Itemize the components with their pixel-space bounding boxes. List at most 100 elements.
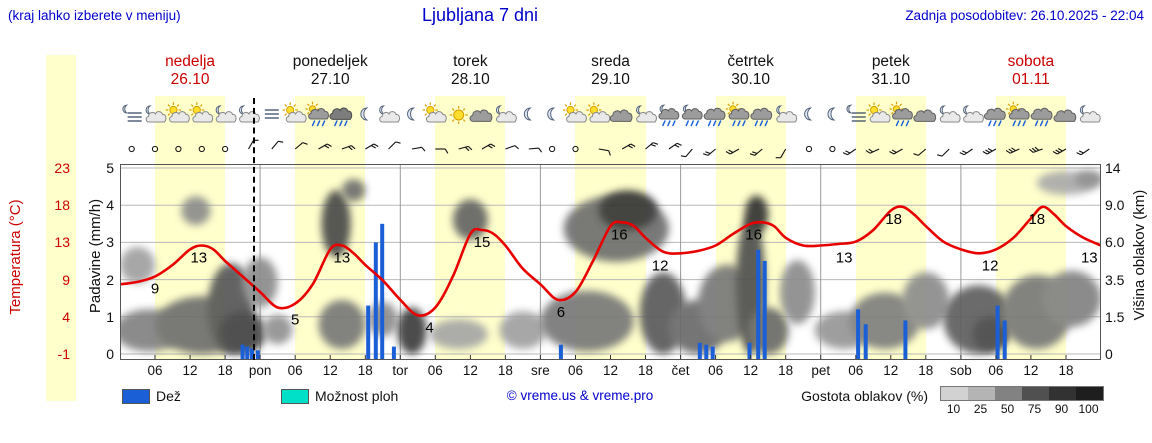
wind-barb (294, 142, 308, 150)
wind-barb (318, 143, 332, 150)
wind-barb (889, 148, 903, 155)
weather-icon-moon (547, 107, 556, 121)
density-gradient-tick: 100 (1078, 402, 1099, 416)
precip-tick: 5 (106, 160, 114, 176)
day-date: 28.10 (450, 71, 490, 88)
wind-barb (913, 148, 927, 156)
temp-axis-ticks: 23 18 13 9 4 -1 (38, 0, 70, 443)
x-axis-label: 12 (322, 363, 338, 378)
x-axis-label: 06 (848, 363, 864, 378)
weather-icon-moon-wind (122, 104, 142, 122)
temperature-label: 13 (1081, 250, 1098, 267)
weather-icon-sun-cloud (866, 102, 891, 123)
wind-barb (572, 145, 579, 153)
x-axis-label: 06 (427, 363, 443, 378)
temperature-label: 9 (151, 281, 159, 298)
precip-tick: 0 (106, 346, 114, 362)
temp-tick: -1 (57, 346, 70, 362)
weather-icon-moon (360, 107, 369, 121)
x-axis-label: sob (949, 363, 972, 378)
weather-icon-rain-sun (1006, 101, 1030, 127)
day-date: 29.10 (591, 71, 630, 88)
cloud-cover-heatmap (120, 170, 1101, 355)
density-gradient-segment (995, 387, 1022, 400)
rain-legend-swatch (122, 389, 150, 404)
temperature-label: 15 (474, 234, 491, 251)
x-axis-label: 12 (462, 363, 478, 378)
day-name: petek (871, 53, 910, 70)
temperature-label: 16 (611, 226, 628, 243)
weather-icon-moon-rain (681, 104, 703, 127)
x-axis-label: 06 (708, 363, 724, 378)
temp-axis-title: Temperatura (°C) (7, 199, 24, 315)
weather-icon-moon (407, 107, 416, 121)
x-axis-label: 12 (743, 363, 759, 378)
wind-barb (775, 148, 787, 159)
density-gradient-segment (941, 387, 968, 400)
temperature-label: 5 (291, 312, 299, 329)
wind-barb (1052, 148, 1067, 155)
density-gradient-tick: 90 (1054, 402, 1069, 416)
page-title: Ljubljana 7 dni (421, 5, 539, 25)
x-axis-label: 18 (918, 363, 934, 378)
weather-icon-cloud-moon (776, 105, 798, 123)
cloud-density-gradient (940, 386, 1104, 401)
x-axis-label: 18 (357, 363, 373, 378)
day-date: 30.10 (731, 71, 771, 88)
day-name: četrtek (727, 53, 774, 70)
x-axis-label: pet (811, 363, 831, 378)
temperature-label: 4 (425, 319, 433, 336)
cloud-tick: 1.5 (1105, 308, 1125, 325)
weather-icon-cloud (913, 109, 937, 122)
temperature-label: 16 (745, 226, 762, 243)
temperature-label: 13 (190, 250, 207, 267)
x-axis-label: 12 (1023, 363, 1039, 378)
wind-barb (829, 145, 836, 153)
x-axis-label: 18 (497, 363, 513, 378)
weather-icon-sun-cloud (282, 102, 307, 123)
wind-barb (865, 148, 880, 154)
current-time-line (253, 98, 256, 360)
wind-barb (222, 145, 229, 153)
x-axis-label: 18 (1058, 363, 1074, 378)
weather-icon-moon (523, 107, 532, 121)
density-gradient-segment (1022, 387, 1049, 400)
showers-legend-swatch (281, 389, 309, 404)
wind-barb (805, 145, 813, 153)
weather-icon-heavy-rain (329, 107, 353, 127)
wind-barb (645, 142, 659, 150)
cloud-density-legend-label: Gostota oblakov (%) (801, 388, 928, 404)
cloud-tick: 0 (1105, 346, 1113, 362)
wind-barb (982, 148, 997, 155)
day-date: 27.10 (310, 71, 350, 88)
weather-icon-sun-cloud (189, 102, 214, 123)
wind-barb (937, 148, 950, 157)
day-name: sobota (1007, 53, 1055, 70)
wind-barb (271, 140, 284, 150)
wind-barb (151, 145, 159, 153)
x-axis-label: 12 (602, 363, 619, 378)
precipitation-bars (240, 223, 1007, 360)
temperature-line (120, 205, 1101, 317)
weather-icon-cloud (609, 109, 633, 122)
wind-barb (549, 145, 556, 153)
weather-icon-rain-sun (889, 101, 913, 127)
showers-legend-label: Možnost ploh (315, 388, 399, 404)
left-accent-strip (46, 55, 76, 401)
temperature-label: 6 (557, 304, 565, 321)
x-axis-label: 18 (217, 363, 233, 378)
weather-icon-moon-rain (658, 104, 680, 127)
density-gradient-tick: 25 (973, 402, 988, 416)
temp-tick: 4 (62, 308, 70, 325)
x-axis-label: 18 (638, 363, 654, 378)
weather-icon-moon-cloud (963, 105, 984, 123)
temp-tick: 18 (54, 197, 70, 214)
day-date: 31.10 (871, 71, 911, 88)
weather-icon-rain (983, 107, 1006, 127)
density-gradient-tick: 10 (946, 402, 961, 416)
copyright-link[interactable]: © vreme.us & vreme.pro (506, 388, 654, 403)
weather-icon-cloud-moon (379, 105, 400, 123)
weather-icon-wind-moon (846, 104, 866, 122)
density-gradient-tick: 75 (1027, 402, 1042, 416)
